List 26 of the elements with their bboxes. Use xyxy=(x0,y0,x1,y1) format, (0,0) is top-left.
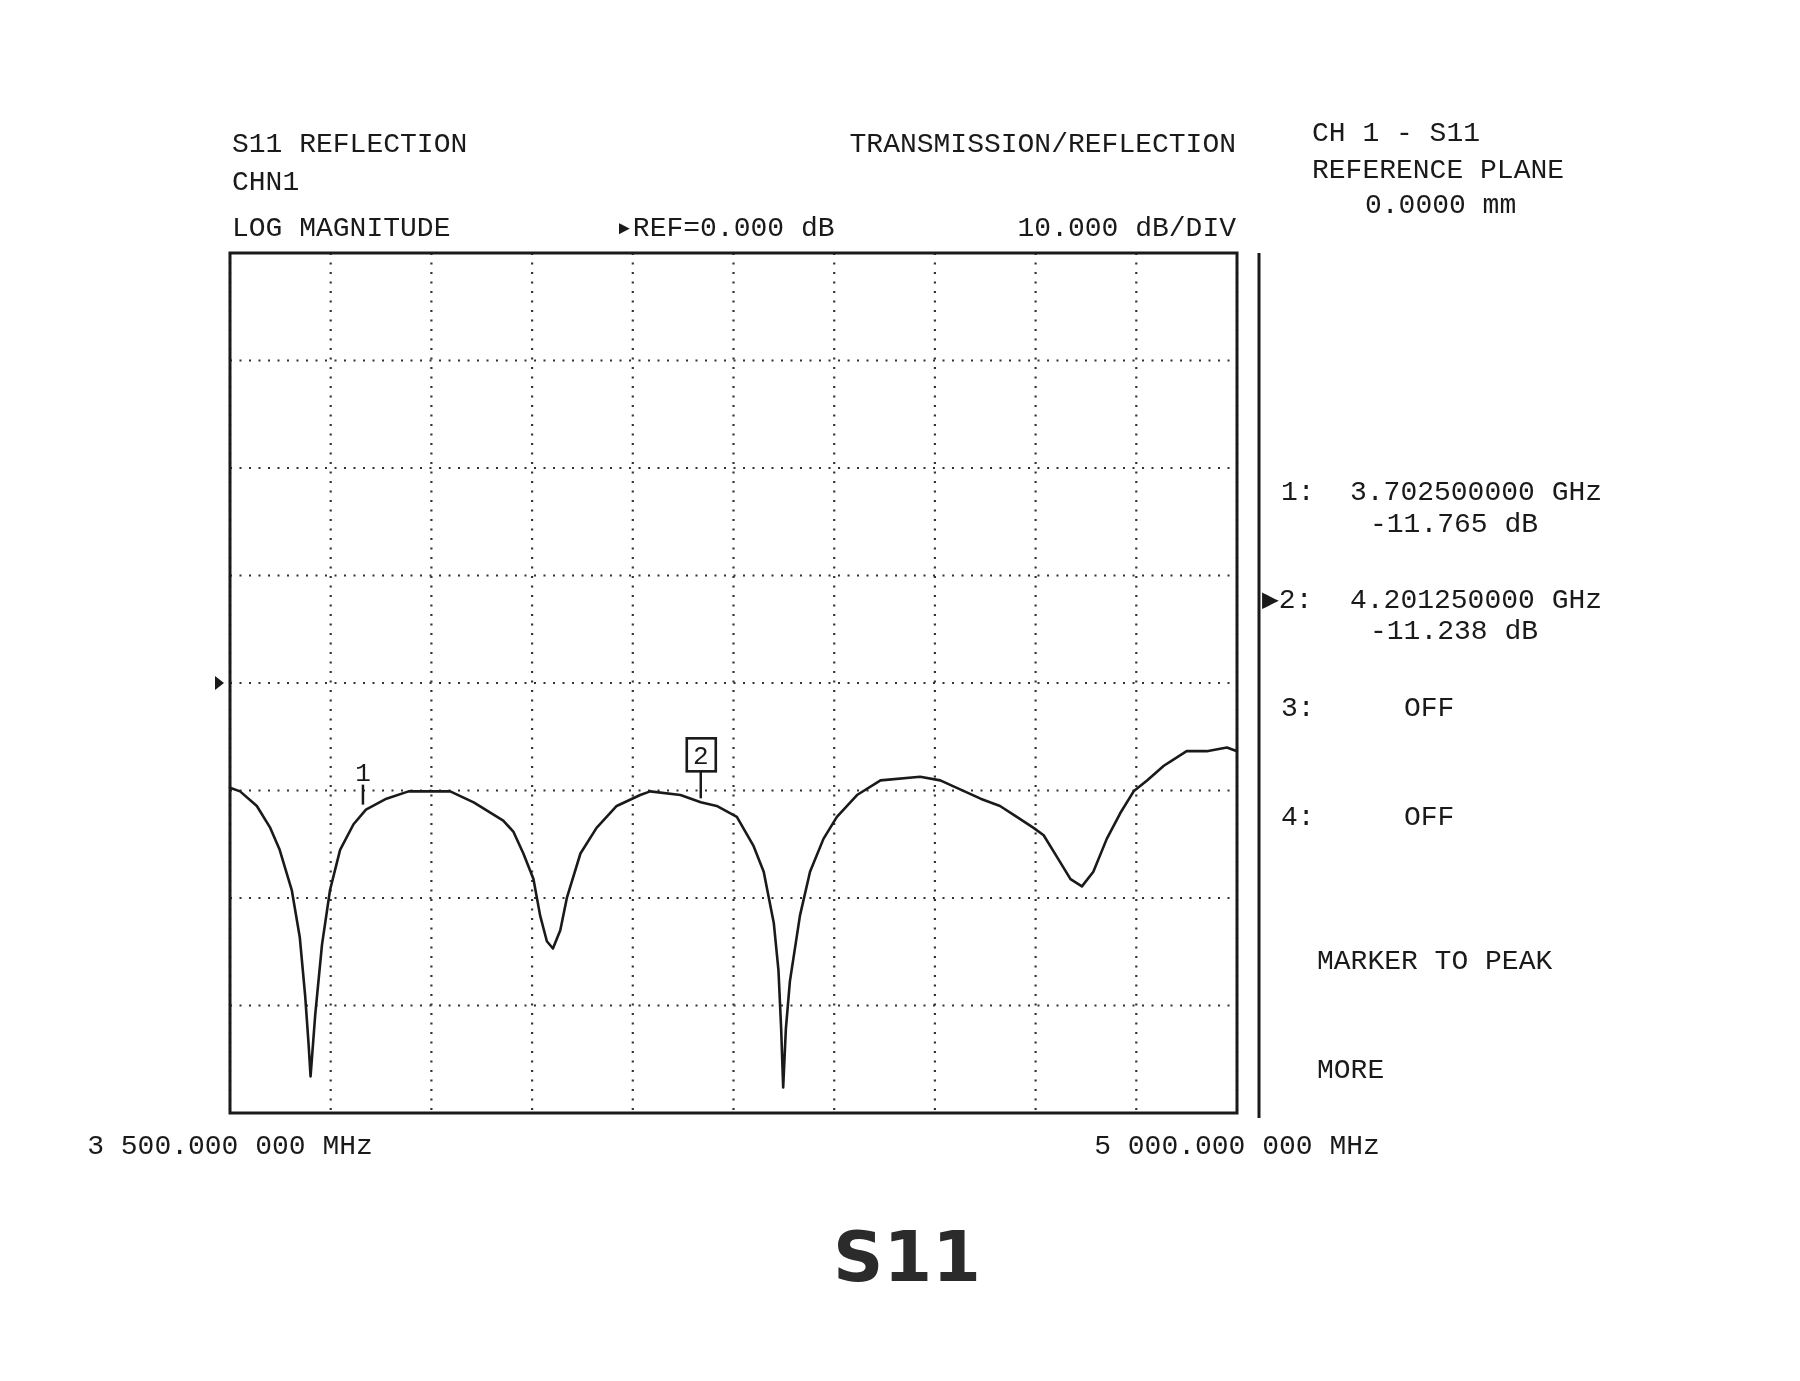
text: CH 1 - S11 xyxy=(1312,118,1481,149)
text: CHN1 xyxy=(232,167,300,198)
text: 10.000 dB/DIV xyxy=(1017,213,1237,244)
text: ▸REF=0.000 dB xyxy=(616,213,835,244)
text: REFERENCE PLANE xyxy=(1312,155,1565,186)
text: OFF xyxy=(1404,693,1455,724)
text: -11.238 dB xyxy=(1370,616,1539,647)
annotation: 1 xyxy=(355,758,371,789)
text: -11.765 dB xyxy=(1370,509,1539,540)
text: LOG MAGNITUDE xyxy=(232,213,451,244)
text: 4: xyxy=(1281,802,1315,833)
text: 0.0000 mm xyxy=(1365,190,1517,221)
text: 3: xyxy=(1281,693,1315,724)
annotation: 2 xyxy=(692,742,709,773)
text: 1: xyxy=(1281,477,1315,508)
text: TRANSMISSION/REFLECTION xyxy=(849,129,1236,160)
text: OFF xyxy=(1404,802,1455,833)
x-tick-label: 3 500.000 000 MHz xyxy=(87,1131,373,1162)
x-tick-label: 5 000.000 000 MHz xyxy=(1094,1131,1380,1162)
text: S11 REFLECTION xyxy=(232,129,468,160)
text: 3.702500000 GHz xyxy=(1350,477,1603,508)
text: 4.201250000 GHz xyxy=(1350,585,1603,616)
text: ▶2: xyxy=(1262,585,1313,616)
text: MORE xyxy=(1317,1055,1385,1086)
text: S11 xyxy=(833,1216,981,1298)
text: MARKER TO PEAK xyxy=(1317,946,1553,977)
